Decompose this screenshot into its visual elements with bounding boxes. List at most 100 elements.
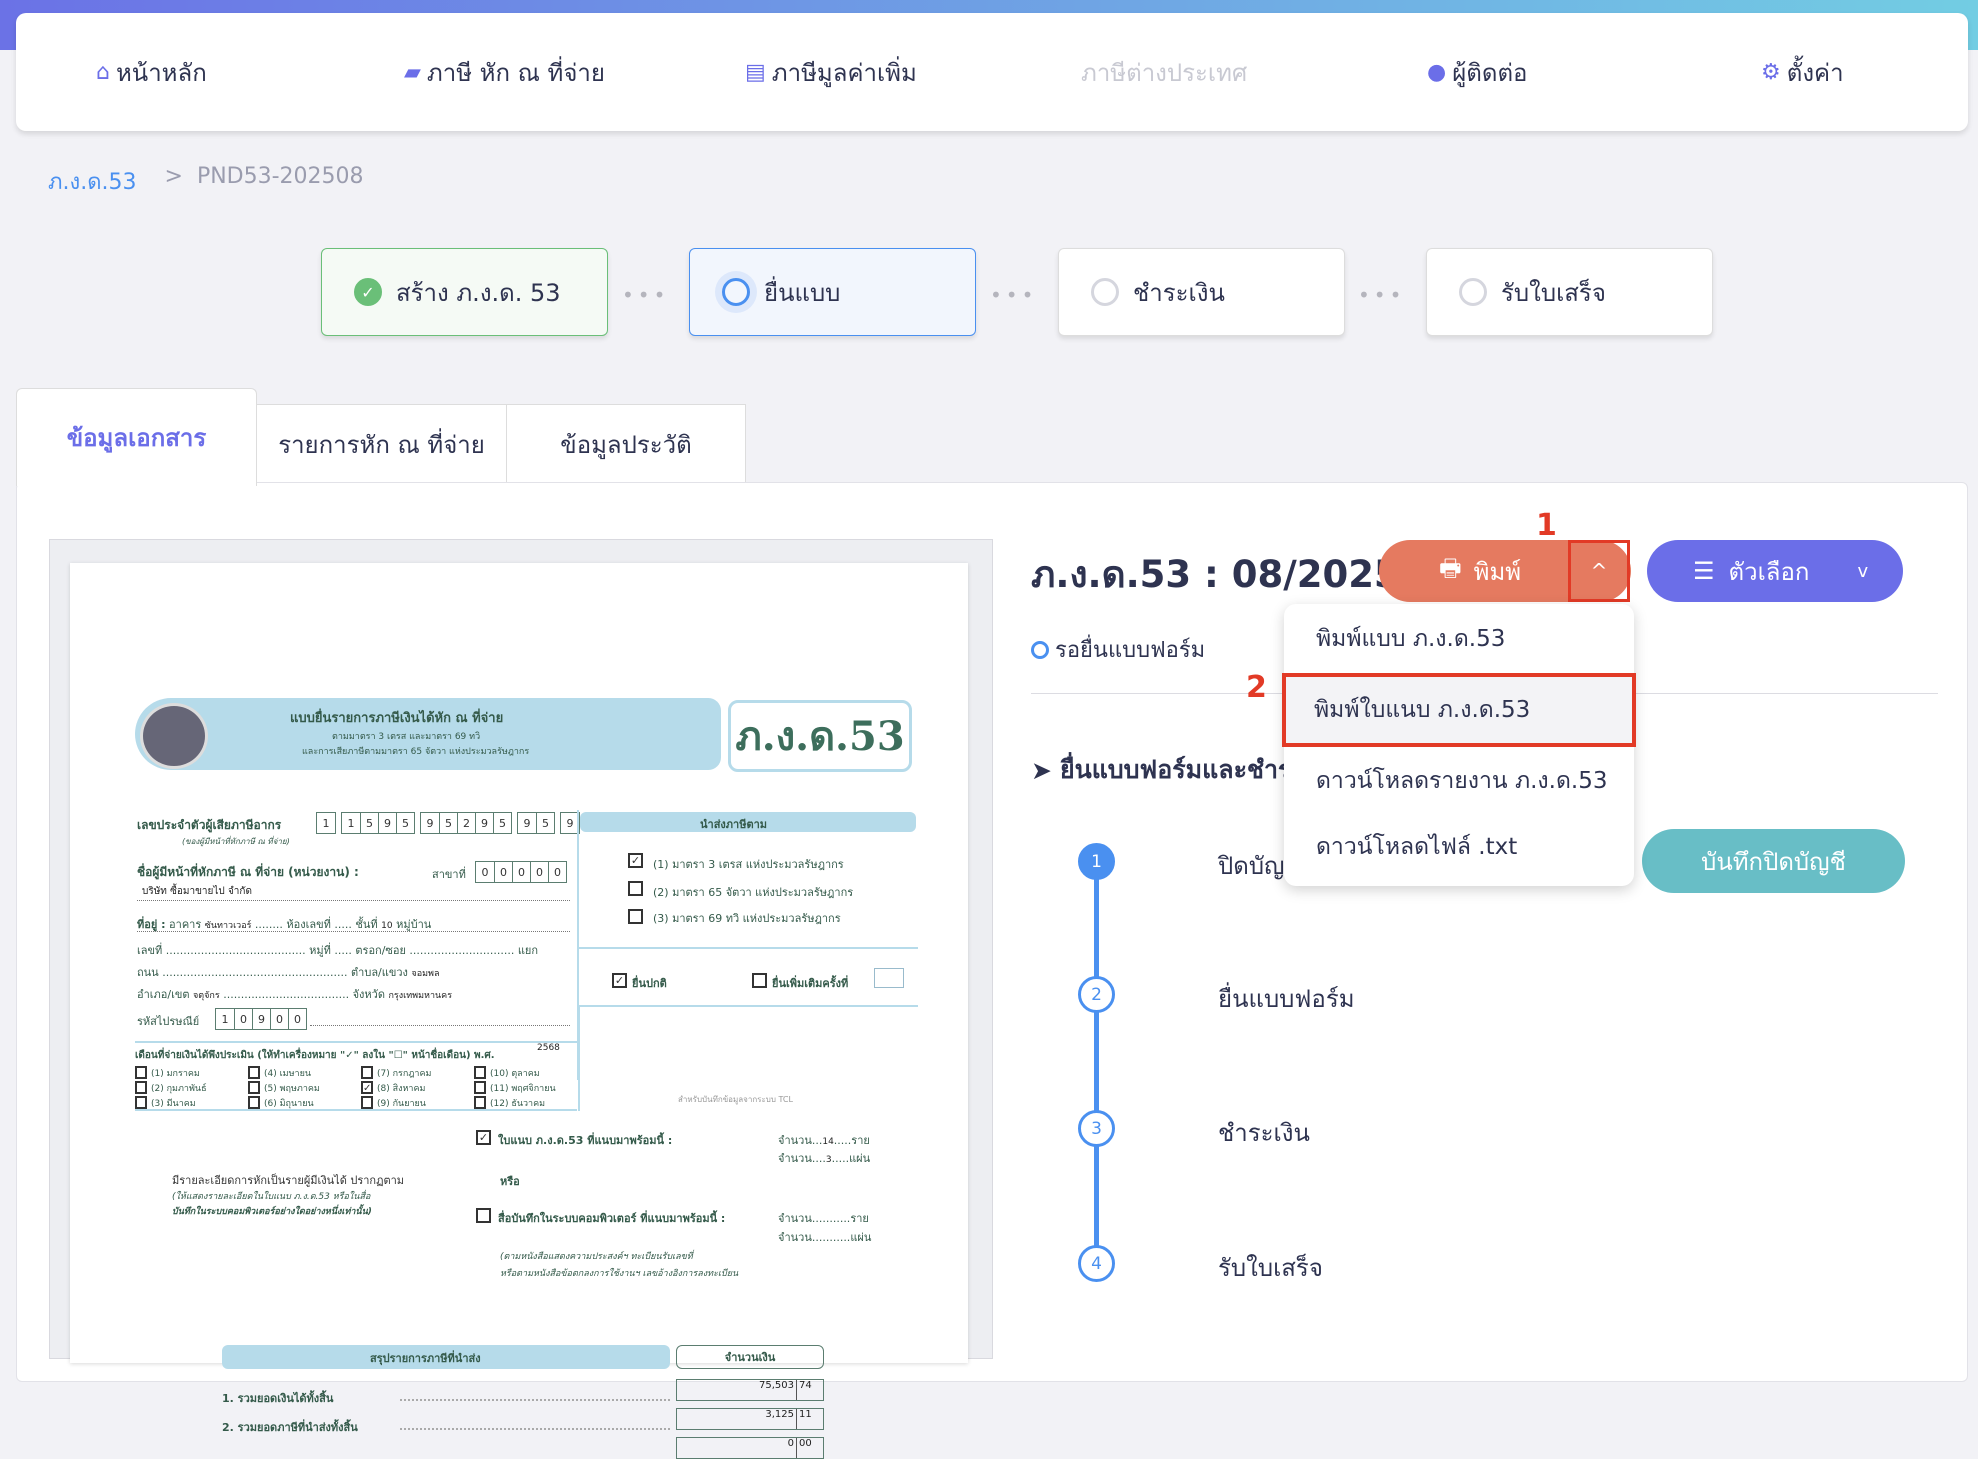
home-icon: ⌂: [96, 60, 110, 85]
nav-label: หน้าหลัก: [115, 59, 207, 87]
nav-contacts[interactable]: ● ผู้ติดต่อ: [1427, 53, 1527, 92]
print-button[interactable]: 🖶 พิมพ์: [1439, 540, 1521, 602]
step-label: สร้าง ภ.ง.ด. 53: [396, 278, 561, 307]
digit: 9: [426, 816, 434, 830]
province-value: กรุงเทพมหานคร: [388, 991, 453, 1001]
unit: แผ่น: [850, 1231, 872, 1244]
digit-group: 1: [316, 812, 336, 834]
district-label: อำเภอ/เขต: [137, 988, 190, 1001]
months-label: เดือนที่จ่ายเงินได้พึงประเมิน (ให้ทำเครื…: [135, 1050, 495, 1061]
branch-label: สาขาที่: [432, 868, 466, 881]
column-divider: [578, 1007, 580, 1111]
month-label: (9) กันยายน: [377, 1099, 426, 1109]
digit: 9: [523, 816, 531, 830]
digit: 9: [475, 813, 493, 833]
form-title: แบบยื่นรายการภาษีเงินได้หัก ณ ที่จ่าย: [290, 711, 504, 726]
divider: [578, 1005, 918, 1007]
breadcrumb-separator: >: [164, 164, 183, 189]
digit: 1: [221, 1012, 229, 1026]
step-connector: •••: [1358, 283, 1406, 307]
options-button[interactable]: ☰ ตัวเลือก v: [1647, 540, 1903, 602]
timeline-step-3: 3: [1078, 1110, 1115, 1147]
menu-item-print-form[interactable]: พิมพ์แบบ ภ.ง.ด.53: [1316, 626, 1506, 652]
menu-icon: ☰: [1693, 557, 1715, 585]
nav-foreign-tax: ภาษีต่างประเทศ: [1081, 53, 1247, 92]
menu-item-download-report[interactable]: ดาวน์โหลดรายงาน ภ.ง.ด.53: [1316, 768, 1608, 794]
digit: 0: [494, 862, 512, 882]
timeline-label: รับใบเสร็จ: [1218, 1254, 1323, 1282]
month-label: (10) ตุลาคม: [490, 1069, 540, 1079]
nav-label: ตั้งค่า: [1786, 59, 1844, 87]
amount-satang: 11: [799, 1409, 812, 1420]
status-text: รอยื่นแบบฟอร์ม: [1055, 638, 1206, 663]
breadcrumb-parent-link[interactable]: ภ.ง.ด.53: [48, 170, 137, 195]
amount-satang: 74: [799, 1380, 812, 1391]
divider: [135, 1041, 577, 1043]
timeline-step-4: 4: [1078, 1245, 1115, 1282]
count-label: จำนวน: [778, 1134, 812, 1147]
nav-settings[interactable]: ⚙ ตั้งค่า: [1761, 53, 1844, 92]
timeline-label: ชำระเงิน: [1218, 1119, 1310, 1147]
digit: 1: [322, 816, 330, 830]
amount-satang: 00: [799, 1438, 812, 1449]
floor-label: ชั้นที่: [355, 918, 378, 931]
form-page: แบบยื่นรายการภาษีเงินได้หัก ณ ที่จ่าย ตา…: [70, 563, 968, 1459]
nav-home[interactable]: ⌂ หน้าหลัก: [96, 53, 207, 92]
close-account-button[interactable]: บันทึกปิดบัญชี: [1642, 829, 1905, 893]
step-receipt[interactable]: รับใบเสร็จ: [1426, 248, 1713, 336]
count-label: จำนวน: [778, 1152, 812, 1165]
step-submit[interactable]: ยื่นแบบ: [689, 248, 976, 336]
address-label: ที่อยู่ :: [137, 918, 166, 931]
company-name: บริษัท ซื้อมาขายไป จำกัด: [142, 886, 252, 897]
tab-history[interactable]: ข้อมูลประวัติ: [506, 404, 746, 484]
menu-item-download-txt[interactable]: ดาวน์โหลดไฟล์ .txt: [1316, 834, 1518, 860]
menu-item-print-attachment[interactable]: พิมพ์ใบแนบ ภ.ง.ด.53: [1282, 673, 1636, 747]
checkbox-attachment: ✓: [476, 1130, 491, 1145]
revenue-department-seal-icon: [140, 703, 208, 769]
amount-header: จำนวนเงิน: [676, 1345, 824, 1369]
checkbox: [628, 909, 643, 924]
no-label: เลขที่: [137, 944, 163, 957]
step-payment[interactable]: ชำระเงิน: [1058, 248, 1345, 336]
junction-label: แยก: [517, 944, 539, 957]
tin-label: เลขประจำตัวผู้เสียภาษีอากร: [137, 818, 282, 832]
month-label: (1) มกราคม: [151, 1069, 200, 1079]
nav-vat[interactable]: ▤ ภาษีมูลค่าเพิ่ม: [745, 53, 917, 92]
print-dropdown-menu: พิมพ์แบบ ภ.ง.ด.53 พิมพ์ใบแนบ ภ.ง.ด.53 ดา…: [1282, 604, 1636, 886]
column-divider: [577, 810, 579, 1080]
month-label: (12) ธันวาคม: [490, 1099, 546, 1109]
submit-header-band: [580, 812, 916, 832]
digit: 5: [493, 813, 511, 833]
soi-label: ตรอก/ซอย: [355, 944, 406, 957]
nav-withholding-tax[interactable]: ▰ ภาษี หัก ณ ที่จ่าย: [404, 53, 605, 92]
step-create[interactable]: ✓ สร้าง ภ.ง.ด. 53: [321, 248, 608, 336]
options-label: ตัวเลือก: [1728, 557, 1810, 586]
print-dropdown-toggle[interactable]: ^: [1568, 540, 1630, 602]
step-label: ยื่นแบบ: [764, 278, 841, 307]
divider: [578, 947, 918, 949]
timeline-step-2: 2: [1078, 976, 1115, 1013]
checkbox: [628, 881, 643, 896]
print-label: พิมพ์: [1473, 557, 1522, 586]
user-icon: ●: [1427, 60, 1447, 85]
wallet-icon: ▰: [404, 60, 421, 85]
top-navigation: ⌂ หน้าหลัก ▰ ภาษี หัก ณ ที่จ่าย ▤ ภาษีมูลค่…: [16, 13, 1968, 131]
month-checkbox: [474, 1066, 486, 1079]
amount-baht: 75,503: [677, 1380, 797, 1400]
tab-withholding-items[interactable]: รายการหัก ณ ที่จ่าย: [256, 404, 507, 484]
month-checkbox: [361, 1066, 373, 1079]
circle-icon: [722, 278, 750, 306]
digit: 0: [548, 862, 566, 882]
checkbox-media: [476, 1208, 491, 1223]
step-label: รับใบเสร็จ: [1501, 278, 1606, 307]
tab-document-info[interactable]: ข้อมูลเอกสาร: [16, 388, 257, 486]
summary-label: 1. รวมยอดเงินได้ทั้งสิ้น: [222, 1392, 334, 1405]
media-note: (ตามหนังสือแสดงความประสงค์ฯ ทะเบียนรับเล…: [500, 1252, 693, 1262]
month-checkbox: [135, 1066, 147, 1079]
name-label: ชื่อผู้มีหน้าที่หักภาษี ณ ที่จ่าย (หน่วย…: [137, 865, 359, 879]
additional-count-box: [874, 968, 904, 988]
year-value: 2568: [537, 1043, 560, 1053]
month-checkbox: [135, 1081, 147, 1094]
filing-normal: ยื่นปกติ: [632, 977, 667, 990]
